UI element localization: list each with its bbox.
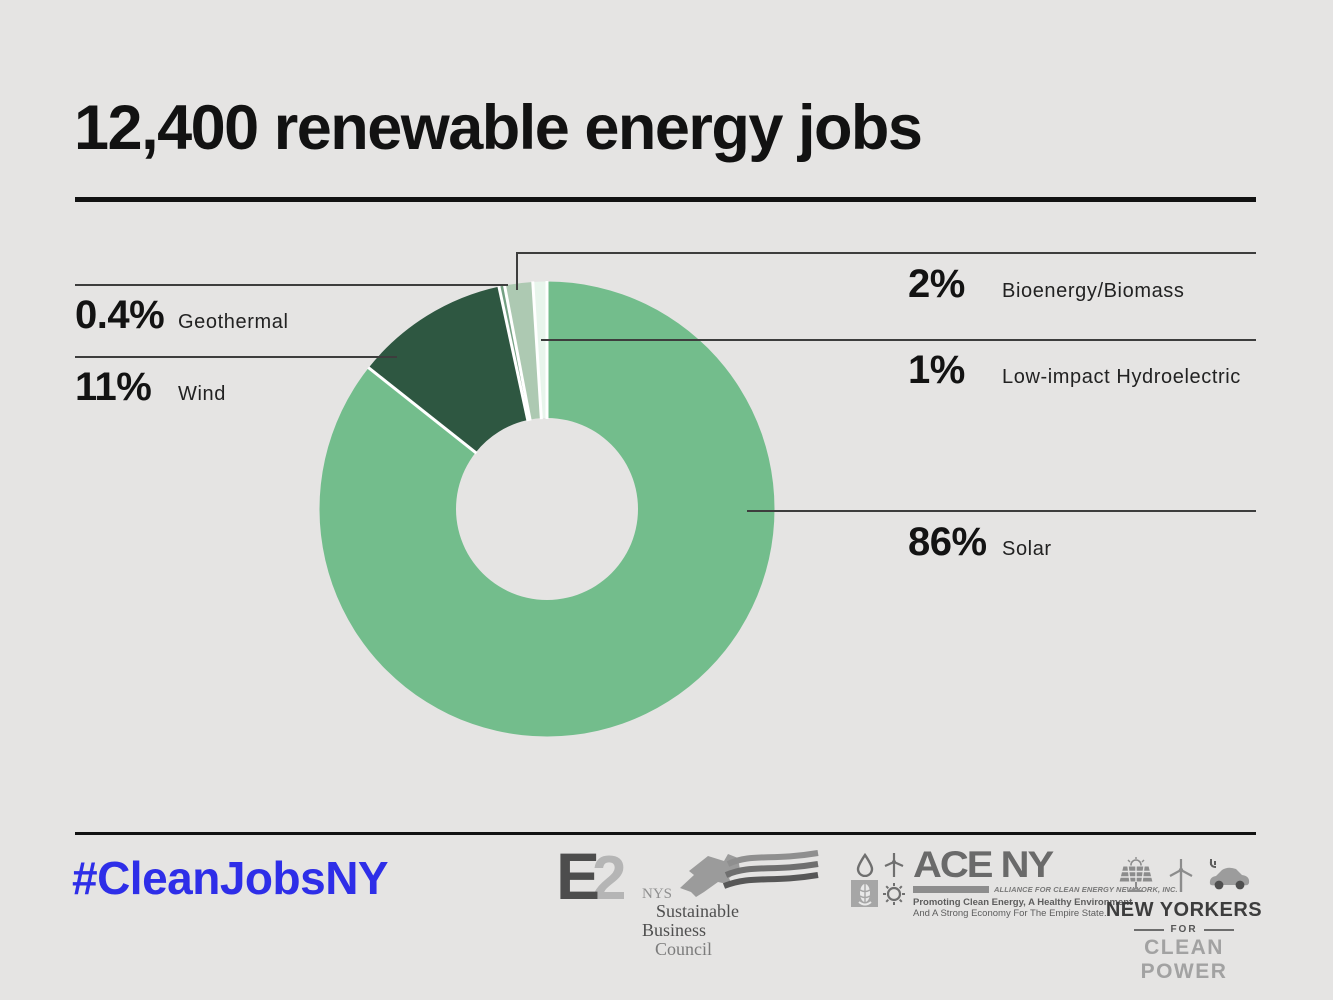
slice-separator (502, 284, 532, 421)
solar-panel-icon (1118, 857, 1154, 892)
slice-wind (368, 286, 528, 453)
leader-line-geothermal (75, 284, 508, 286)
nys-sbc-line-nys: NYS (642, 886, 673, 902)
slice-separator (531, 281, 543, 420)
callout-bioenergy-name: Bioenergy/Biomass (1002, 280, 1185, 302)
wind-turbine-icon (1169, 859, 1193, 892)
leader-line-hydroelectric (541, 339, 1256, 341)
e2-logo-letter: E (556, 839, 601, 913)
nys-sbc-line-council: Council (655, 939, 712, 959)
callout-geothermal: 0.4% Geothermal (75, 293, 289, 338)
title-divider (75, 197, 1256, 202)
ace-ny-wordmark: ACE NY (913, 845, 1054, 886)
callout-wind-name: Wind (178, 383, 226, 405)
slice-solar (319, 281, 775, 737)
callout-solar: 86% Solar (908, 520, 1052, 565)
nycp-line-for: FOR (1170, 924, 1198, 935)
ace-ny-tagline-2: And A Strong Economy For The Empire Stat… (913, 908, 1107, 919)
water-droplet-icon (851, 851, 878, 878)
donut-chart (319, 281, 775, 737)
callout-wind: 11% Wind (75, 365, 226, 410)
callout-geothermal-value: 0.4% (75, 293, 165, 337)
callout-hydroelectric: 1% Low-impact Hydroelectric (908, 348, 1241, 393)
callout-bioenergy-value: 2% (908, 262, 965, 306)
leader-line-solar (747, 510, 1256, 512)
ace-ny-bar (913, 886, 989, 893)
hashtag-cleanjobsny: #CleanJobsNY (72, 852, 389, 904)
callout-geothermal-name: Geothermal (178, 311, 289, 333)
slice-separator (367, 366, 478, 455)
callout-solar-value: 86% (908, 520, 987, 564)
slice-separator (497, 285, 530, 422)
callout-solar-name: Solar (1002, 538, 1052, 560)
ace-ny-logo: ACE NY ALLIANCE FOR CLEAN ENERGY NEW YOR… (851, 845, 1178, 919)
ace-ny-tagline-1: Promoting Clean Energy, A Healthy Enviro… (913, 897, 1133, 908)
page-title: 12,400 renewable energy jobs (74, 93, 923, 163)
e2-logo-digit: 2 (592, 844, 627, 913)
nys-sbc-line-business: Business (642, 920, 707, 940)
callout-wind-value: 11% (75, 365, 152, 409)
callout-bioenergy: 2% Bioenergy/Biomass (908, 262, 1185, 307)
callout-hydroelectric-value: 1% (908, 348, 965, 392)
nys-sbc-line-sustainable: Sustainable (656, 901, 739, 921)
wind-turbine-icon (880, 851, 907, 878)
slice-bioenergy-biomass (504, 281, 542, 420)
leader-line-bioenergy (516, 252, 1256, 254)
nycp-logo: NEW YORKERS FOR CLEAN POWER (1104, 853, 1264, 984)
nycp-line-clean-power: CLEAN POWER (1140, 936, 1228, 983)
nycp-line-new-yorkers: NEW YORKERS (1105, 899, 1263, 921)
electric-car-icon (1209, 859, 1250, 890)
leader-line-wind (75, 356, 397, 358)
leader-line-bioenergy-elbow (516, 252, 518, 290)
footer-divider (75, 832, 1256, 835)
callout-hydroelectric-name: Low-impact Hydroelectric (1002, 366, 1241, 388)
corn-icon (851, 880, 878, 907)
ny-state-flag-icon (680, 850, 819, 897)
ace-ny-alliance-text: ALLIANCE FOR CLEAN ENERGY NEW YORK, INC. (994, 885, 1178, 894)
sun-gear-icon (880, 880, 907, 907)
nycp-dash-right (1203, 928, 1234, 931)
nycp-dash-left (1134, 928, 1165, 931)
e2-logo: E2 (556, 843, 627, 910)
ace-ny-icon-grid (851, 851, 907, 907)
nys-sbc-logo: NYS Sustainable Business Council (640, 846, 825, 959)
